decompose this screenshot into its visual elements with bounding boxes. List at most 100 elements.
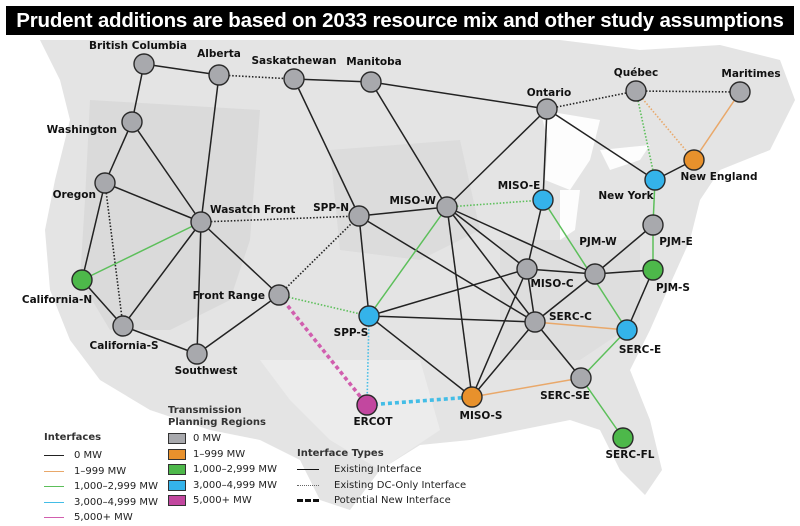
region-node-misow xyxy=(436,196,458,218)
legend-label: 3,000–4,999 MW xyxy=(74,496,158,508)
basemap xyxy=(40,40,795,510)
interface-OR-CAN xyxy=(81,182,106,281)
region-label-ab: Alberta xyxy=(197,48,241,60)
region-swatch-0 xyxy=(168,433,186,445)
region-node-sw xyxy=(186,343,208,365)
interface-MB-ON xyxy=(370,81,548,110)
region-label-pjme: PJM-E xyxy=(659,236,693,248)
interface-CAS-WF xyxy=(122,221,202,327)
region-node-on xyxy=(536,98,558,120)
legend-row: 1,000–2,999 MW xyxy=(168,462,277,478)
region-node-ne xyxy=(683,149,705,171)
interface-SW-FR xyxy=(196,294,280,355)
region-label-pjmw: PJM-W xyxy=(579,236,617,248)
region-label-ne: New England xyxy=(680,171,757,183)
region-node-spps xyxy=(358,305,380,327)
map-title: Prudent additions are based on 2033 reso… xyxy=(6,6,794,35)
interface-SERCSE-SERCFL xyxy=(580,377,624,439)
line-swatch-1 xyxy=(44,470,64,472)
region-label-sw: Southwest xyxy=(175,365,238,377)
legend-row: 1–999 MW xyxy=(44,464,158,480)
interface-SERCC-SERCE xyxy=(534,321,628,331)
region-label-can: California-N xyxy=(22,294,92,306)
interface-WF-SW xyxy=(196,221,202,355)
interface-WA-OR xyxy=(104,121,133,184)
region-label-bc: British Columbia xyxy=(89,40,187,52)
region-node-wa xyxy=(121,111,143,133)
interface-SPPN-SERCC xyxy=(358,215,536,323)
interface-WA-WF xyxy=(131,121,202,223)
legend-row: 3,000–4,999 MW xyxy=(44,495,158,511)
legend-label: 0 MW xyxy=(193,433,222,445)
region-labels-layer: British Columbia Alberta Saskatchewan Manit… xyxy=(22,40,781,461)
region-node-misoc xyxy=(516,258,538,280)
legend-row: 1,000–2,999 MW xyxy=(44,479,158,495)
interface-MISOW-MISOE xyxy=(446,199,544,208)
dashed-line-swatch xyxy=(297,499,319,503)
region-node-mb xyxy=(360,71,382,93)
line-swatch-4 xyxy=(44,517,64,519)
interface-SERCE-SERCSE xyxy=(580,329,628,379)
interface-AB-WF xyxy=(200,74,220,223)
region-label-misoe: MISO-E xyxy=(498,180,541,192)
region-node-ab xyxy=(208,64,230,86)
legend-row: 5,000+ MW xyxy=(168,493,277,509)
legend-row: 0 MW xyxy=(44,448,158,464)
legend-row: Potential New Interface xyxy=(297,493,466,509)
line-swatch-2 xyxy=(44,486,64,488)
region-node-pjms xyxy=(642,259,664,281)
legend-label: Potential New Interface xyxy=(334,495,451,507)
region-label-mb: Manitoba xyxy=(346,56,401,68)
interface-WF-FR xyxy=(200,221,280,296)
region-node-misos xyxy=(461,386,483,408)
interface-SPPN-MISOW xyxy=(358,206,448,217)
region-node-ny xyxy=(644,169,666,191)
interface-MISOW-PJMW xyxy=(446,206,596,275)
region-label-on: Ontario xyxy=(527,87,572,99)
legend-label: 5,000+ MW xyxy=(74,512,133,524)
regions-legend: Transmission Planning Regions 0 MW 1–999… xyxy=(168,405,277,509)
interface-MISOW-MISOC xyxy=(446,206,528,270)
interface-MISOW-SPPS xyxy=(368,206,448,317)
region-label-ercot: ERCOT xyxy=(353,416,393,428)
interface-OR-CAS xyxy=(104,182,124,327)
region-label-ny: New York xyxy=(598,190,654,202)
solid-line-swatch xyxy=(297,469,319,471)
interface-SK-SPPN xyxy=(293,78,360,217)
region-node-misoe xyxy=(532,189,554,211)
interface-SPPN-SPPS xyxy=(358,215,370,317)
region-node-ercot xyxy=(356,394,378,416)
interfaces-legend: Interfaces 0 MW 1–999 MW 1,000–2,999 MW … xyxy=(44,432,158,526)
interface-FR-ERCOT xyxy=(277,293,369,407)
region-label-misos: MISO-S xyxy=(460,410,503,422)
region-label-spps: SPP-S xyxy=(334,327,369,339)
interfaces-legend-title: Interfaces xyxy=(44,432,102,443)
legend-label: 3,000–4,999 MW xyxy=(193,479,277,491)
region-swatch-2 xyxy=(168,464,186,476)
legend-row: 3,000–4,999 MW xyxy=(168,478,277,494)
legend-row: 1–999 MW xyxy=(168,447,277,463)
region-node-sercfl xyxy=(612,427,634,449)
region-label-sercfl: SERC-FL xyxy=(606,449,655,461)
legend-row: Existing DC-Only Interface xyxy=(297,478,466,494)
interface-types-legend: Interface Types Existing Interface Exist… xyxy=(297,448,466,509)
region-node-serce xyxy=(616,319,638,341)
interface-MT-NE xyxy=(693,91,741,161)
region-node-bc xyxy=(133,53,155,75)
region-node-pjmw xyxy=(584,263,606,285)
interface-MB-MISOW xyxy=(370,81,448,208)
interface-ON-MISOE xyxy=(542,108,548,201)
interface-AB-SK xyxy=(218,74,295,80)
interface-PJMS-SERCE xyxy=(626,269,654,331)
dotted-line-swatch xyxy=(297,484,319,486)
interface-MISOC-PJMW xyxy=(526,268,596,275)
line-swatch-3 xyxy=(44,501,64,503)
interface-SK-MB xyxy=(293,78,372,83)
interface-ERCOT-MISOS xyxy=(366,395,473,407)
legend-label: 5,000+ MW xyxy=(193,495,252,507)
interface-ON-NY xyxy=(546,108,656,181)
region-node-can xyxy=(71,269,93,291)
legend-label: 1,000–2,999 MW xyxy=(193,464,277,476)
region-label-qc: Québec xyxy=(614,67,658,79)
